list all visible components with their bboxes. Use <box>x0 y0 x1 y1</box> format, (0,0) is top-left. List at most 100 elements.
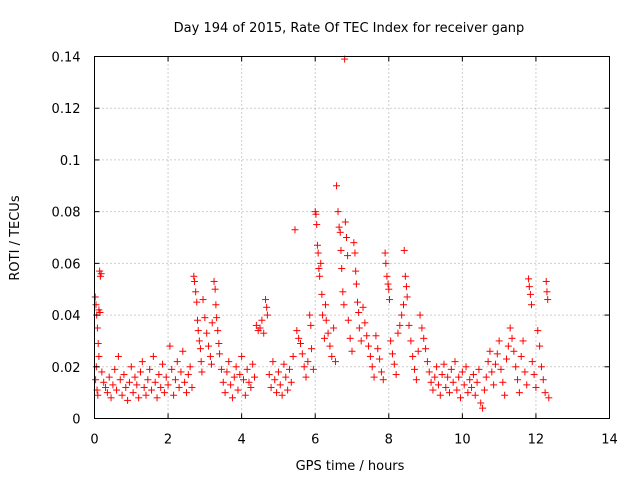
data-point <box>427 378 435 386</box>
data-point <box>530 371 538 379</box>
data-point <box>98 368 106 376</box>
data-point <box>387 337 395 345</box>
data-point <box>359 303 367 311</box>
data-point <box>184 371 192 379</box>
data-point <box>334 208 342 216</box>
data-point <box>482 373 490 381</box>
data-point <box>144 376 152 384</box>
data-point <box>238 352 246 360</box>
data-point <box>223 368 231 376</box>
data-point <box>491 360 499 368</box>
x-tick-label: 10 <box>454 433 471 448</box>
data-point <box>322 316 330 324</box>
data-point <box>122 383 130 391</box>
data-point <box>289 352 297 360</box>
data-point <box>171 376 179 384</box>
data-point <box>468 383 476 391</box>
data-point <box>182 389 190 397</box>
data-point <box>177 368 185 376</box>
data-point <box>480 386 488 394</box>
data-point <box>400 246 408 254</box>
data-point <box>339 288 347 296</box>
data-point <box>188 383 196 391</box>
data-point <box>313 221 321 229</box>
data-point <box>541 389 549 397</box>
data-point <box>113 386 121 394</box>
data-point <box>405 321 413 329</box>
data-point <box>361 319 369 327</box>
data-point <box>376 355 384 363</box>
data-point <box>342 234 350 241</box>
data-point <box>442 383 450 391</box>
data-point <box>414 347 422 355</box>
data-point <box>273 389 281 397</box>
data-point <box>260 329 268 337</box>
data-point <box>328 352 336 360</box>
data-point <box>94 340 102 348</box>
data-point <box>386 296 394 304</box>
data-point <box>284 386 292 394</box>
data-point <box>282 373 290 381</box>
data-point <box>192 288 200 296</box>
data-point <box>357 337 365 345</box>
data-point <box>374 345 382 353</box>
data-point <box>407 337 415 345</box>
data-point <box>308 345 316 353</box>
data-point <box>528 358 536 366</box>
data-point <box>207 360 215 368</box>
data-point <box>211 285 219 293</box>
data-point <box>262 296 270 304</box>
data-point <box>97 270 105 278</box>
data-point <box>203 329 211 337</box>
data-point <box>354 298 362 306</box>
data-point <box>320 334 328 342</box>
data-point <box>186 363 194 371</box>
data-point <box>493 350 501 358</box>
data-point <box>383 272 391 280</box>
data-point <box>543 288 551 296</box>
data-point <box>451 358 459 366</box>
data-point <box>274 368 282 376</box>
data-point <box>124 396 132 404</box>
data-point <box>199 296 207 304</box>
data-point <box>127 363 135 371</box>
data-point <box>153 394 161 402</box>
data-point <box>307 321 315 329</box>
data-point <box>142 391 150 399</box>
data-point <box>267 383 275 391</box>
data-point <box>125 378 133 386</box>
data-point <box>263 311 271 319</box>
data-point <box>221 389 229 397</box>
data-point <box>166 342 174 350</box>
data-point <box>495 337 503 345</box>
data-point <box>160 389 168 397</box>
data-point <box>193 298 201 306</box>
data-points <box>91 55 553 412</box>
data-point <box>501 391 509 399</box>
data-point <box>352 267 360 275</box>
data-point <box>243 365 251 373</box>
data-point <box>403 293 411 301</box>
data-point <box>194 327 202 335</box>
data-point <box>382 259 390 267</box>
data-point <box>504 342 512 350</box>
data-point <box>486 347 494 355</box>
data-point <box>370 373 378 381</box>
data-point <box>94 391 102 399</box>
data-point <box>341 218 349 226</box>
data-point <box>278 391 286 399</box>
data-point <box>503 355 510 363</box>
data-point <box>214 327 222 335</box>
data-point <box>92 376 100 384</box>
data-point <box>346 334 354 342</box>
data-point <box>313 241 321 249</box>
data-point <box>429 386 437 394</box>
data-point <box>390 360 398 368</box>
data-point <box>365 342 373 350</box>
data-point <box>422 345 430 353</box>
data-point <box>300 363 308 371</box>
data-point <box>146 365 154 373</box>
data-point <box>488 368 496 376</box>
data-point <box>333 182 341 190</box>
data-point <box>525 283 533 291</box>
